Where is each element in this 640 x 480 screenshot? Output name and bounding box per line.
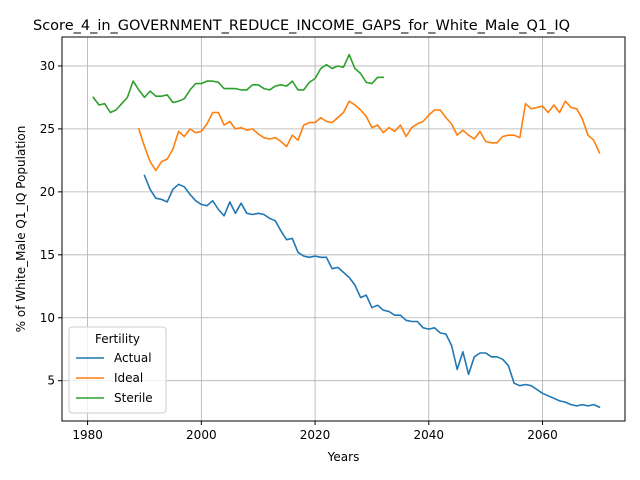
legend-title: Fertility xyxy=(95,332,140,346)
x-tick-label: 1980 xyxy=(72,428,103,442)
plot-frame xyxy=(61,36,626,422)
x-tick-label: 2060 xyxy=(527,428,558,442)
y-tick-label: 25 xyxy=(40,122,55,136)
y-tick-label: 10 xyxy=(40,311,55,325)
legend: Fertility Actual Ideal Sterile xyxy=(68,326,167,414)
x-tick-label: 2040 xyxy=(414,428,445,442)
legend-label-actual: Actual xyxy=(114,351,152,365)
legend-label-sterile: Sterile xyxy=(114,391,153,405)
y-axis-label: % of White_Male Q1_IQ Population xyxy=(14,126,28,333)
x-axis-ticks: 1980 2000 2020 2040 2060 xyxy=(72,421,558,442)
legend-box xyxy=(68,326,167,414)
y-tick-label: 5 xyxy=(47,374,55,388)
series-line-ideal xyxy=(137,100,601,172)
legend-label-ideal: Ideal xyxy=(114,371,143,385)
y-tick-label: 30 xyxy=(40,59,55,73)
y-tick-label: 20 xyxy=(40,185,55,199)
chart-title: Score_4_in_GOVERNMENT_REDUCE_INCOME_GAPS… xyxy=(33,18,570,34)
x-tick-label: 2000 xyxy=(186,428,217,442)
legend-items: Actual Ideal Sterile xyxy=(76,351,153,405)
series-line-sterile xyxy=(92,53,385,114)
y-tick-label: 15 xyxy=(40,248,55,262)
x-axis-label: Years xyxy=(327,450,360,464)
series-lines xyxy=(92,53,601,409)
series-line-actual xyxy=(143,174,601,409)
x-tick-label: 2020 xyxy=(300,428,331,442)
y-axis-ticks: 5 10 15 20 25 30 xyxy=(40,59,62,388)
